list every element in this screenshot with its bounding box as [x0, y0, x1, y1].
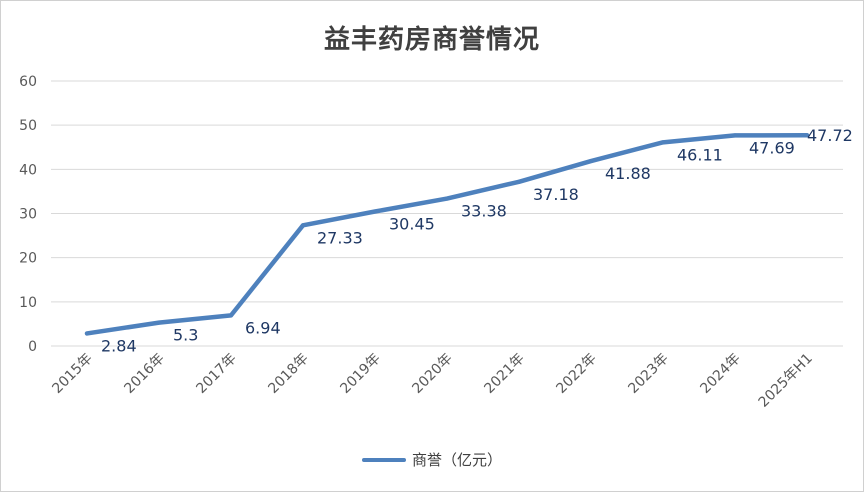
x-tick-label: 2020年: [409, 351, 455, 397]
x-tick-label: 2022年: [553, 351, 599, 397]
y-tick-label: 60: [19, 74, 37, 90]
chart-legend: 商誉（亿元）: [1, 449, 863, 470]
data-point: [589, 159, 593, 164]
y-tick-label: 40: [19, 162, 37, 178]
legend-line-swatch: [361, 457, 406, 462]
data-label: 6.94: [245, 318, 281, 337]
x-tick-label: 2025年H1: [756, 351, 816, 411]
data-label: 37.18: [533, 185, 579, 204]
data-label: 33.38: [461, 202, 507, 221]
data-label: 30.45: [389, 215, 435, 234]
data-point: [229, 313, 233, 318]
y-tick-label: 20: [19, 251, 37, 267]
x-tick-label: 2017年: [193, 351, 239, 397]
data-label: 5.3: [173, 326, 198, 345]
y-tick-label: 30: [19, 207, 37, 223]
data-point: [733, 133, 737, 138]
data-point: [445, 196, 449, 201]
x-tick-label: 2021年: [481, 351, 527, 397]
x-tick-label: 2023年: [625, 351, 671, 397]
x-tick-label: 2018年: [265, 351, 311, 397]
legend-label: 商誉（亿元）: [411, 451, 502, 469]
chart-title: 益丰药房商誉情况: [323, 25, 540, 55]
data-point: [85, 331, 89, 336]
data-label: 47.69: [749, 138, 795, 157]
data-point: [373, 209, 377, 214]
x-tick-label: 2024年: [697, 351, 743, 397]
data-point: [301, 223, 305, 228]
y-tick-label: 50: [19, 118, 37, 134]
series-line: [84, 132, 810, 336]
x-tick-label: 2016年: [121, 351, 167, 397]
y-tick-label: 0: [28, 339, 37, 355]
data-label: 47.72: [807, 126, 853, 145]
data-label: 41.88: [605, 164, 651, 183]
x-tick-label: 2015年: [49, 351, 95, 397]
y-tick-label: 10: [19, 295, 37, 311]
data-label: 46.11: [677, 145, 723, 164]
data-point: [157, 320, 161, 325]
x-tick-label: 2019年: [337, 351, 383, 397]
data-point: [805, 133, 809, 138]
data-label: 2.84: [101, 336, 137, 355]
data-label: 27.33: [317, 228, 363, 247]
data-point: [661, 140, 665, 145]
data-point: [517, 179, 521, 184]
